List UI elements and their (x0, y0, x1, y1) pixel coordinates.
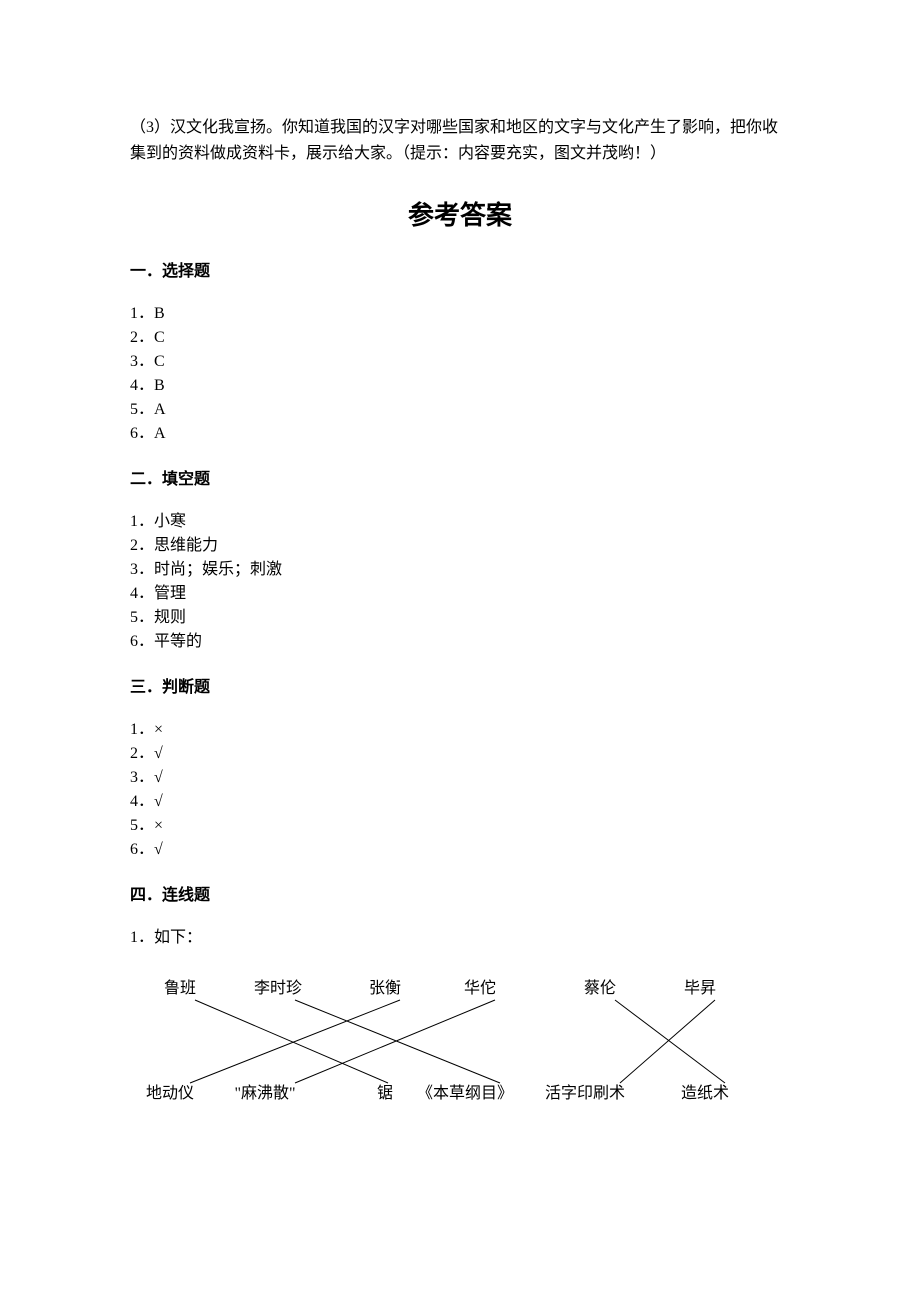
matching-top-label: 蔡伦 (584, 979, 616, 997)
matching-bottom-label: 活字印刷术 (545, 1084, 625, 1102)
section-3-list: 1．× 2．√ 3．√ 4．√ 5．× 6．√ (130, 718, 790, 862)
question-paragraph: （3）汉文化我宣扬。你知道我国的汉字对哪些国家和地区的文字与文化产生了影响，把你… (130, 115, 790, 166)
answer-item: 2．C (130, 326, 790, 350)
section-4-intro: 1．如下： (130, 926, 790, 950)
answer-item: 3．时尚；娱乐；刺激 (130, 558, 790, 582)
answer-item: 1．B (130, 302, 790, 326)
matching-svg: 鲁班 李时珍 张衡 华佗 蔡伦 毕昇地动仪 "麻沸散" 锯 《本草纲目》 活字印刷术 造纸术 (130, 978, 780, 1108)
matching-line (195, 1000, 388, 1083)
matching-bottom-label: 《本草纲目》 (417, 1084, 513, 1102)
matching-bottom-label: 锯 (377, 1084, 393, 1102)
matching-top-label: 毕昇 (684, 979, 716, 997)
matching-bottom-label: 地动仪 (146, 1084, 194, 1102)
answers-main-title: 参考答案 (130, 196, 790, 235)
answer-item: 6．A (130, 422, 790, 446)
matching-top-label: 李时珍 (254, 979, 302, 997)
answer-item: 3．C (130, 350, 790, 374)
answer-item: 5．× (130, 814, 790, 838)
section-2-list: 1．小寒 2．思维能力 3．时尚；娱乐；刺激 4．管理 5．规则 6．平等的 (130, 510, 790, 654)
answer-item: 6．平等的 (130, 630, 790, 654)
answer-item: 2．思维能力 (130, 534, 790, 558)
answer-item: 4．管理 (130, 582, 790, 606)
answer-item: 5．A (130, 398, 790, 422)
section-4-heading: 四．连线题 (130, 884, 790, 908)
matching-top-label: 张衡 (369, 979, 401, 997)
answer-item: 1．× (130, 718, 790, 742)
section-1-list: 1．B 2．C 3．C 4．B 5．A 6．A (130, 302, 790, 446)
matching-line (190, 1000, 400, 1083)
matching-line (615, 1000, 725, 1083)
answer-item: 4．√ (130, 790, 790, 814)
answer-item: 5．规则 (130, 606, 790, 630)
answer-item: 1．小寒 (130, 510, 790, 534)
answer-item: 6．√ (130, 838, 790, 862)
section-1-heading: 一．选择题 (130, 260, 790, 284)
answer-item: 2．√ (130, 742, 790, 766)
answer-item: 4．B (130, 374, 790, 398)
matching-bottom-label: "麻沸散" (234, 1084, 295, 1102)
matching-bottom-label: 造纸术 (681, 1084, 729, 1102)
answer-item: 1．如下： (130, 926, 790, 950)
matching-diagram: 鲁班 李时珍 张衡 华佗 蔡伦 毕昇地动仪 "麻沸散" 锯 《本草纲目》 活字印刷术 造纸术 (130, 978, 790, 1108)
matching-top-label: 鲁班 (164, 979, 196, 997)
matching-line (620, 1000, 715, 1083)
section-3-heading: 三．判断题 (130, 676, 790, 700)
matching-top-label: 华佗 (464, 979, 496, 997)
answer-item: 3．√ (130, 766, 790, 790)
section-2-heading: 二．填空题 (130, 468, 790, 492)
